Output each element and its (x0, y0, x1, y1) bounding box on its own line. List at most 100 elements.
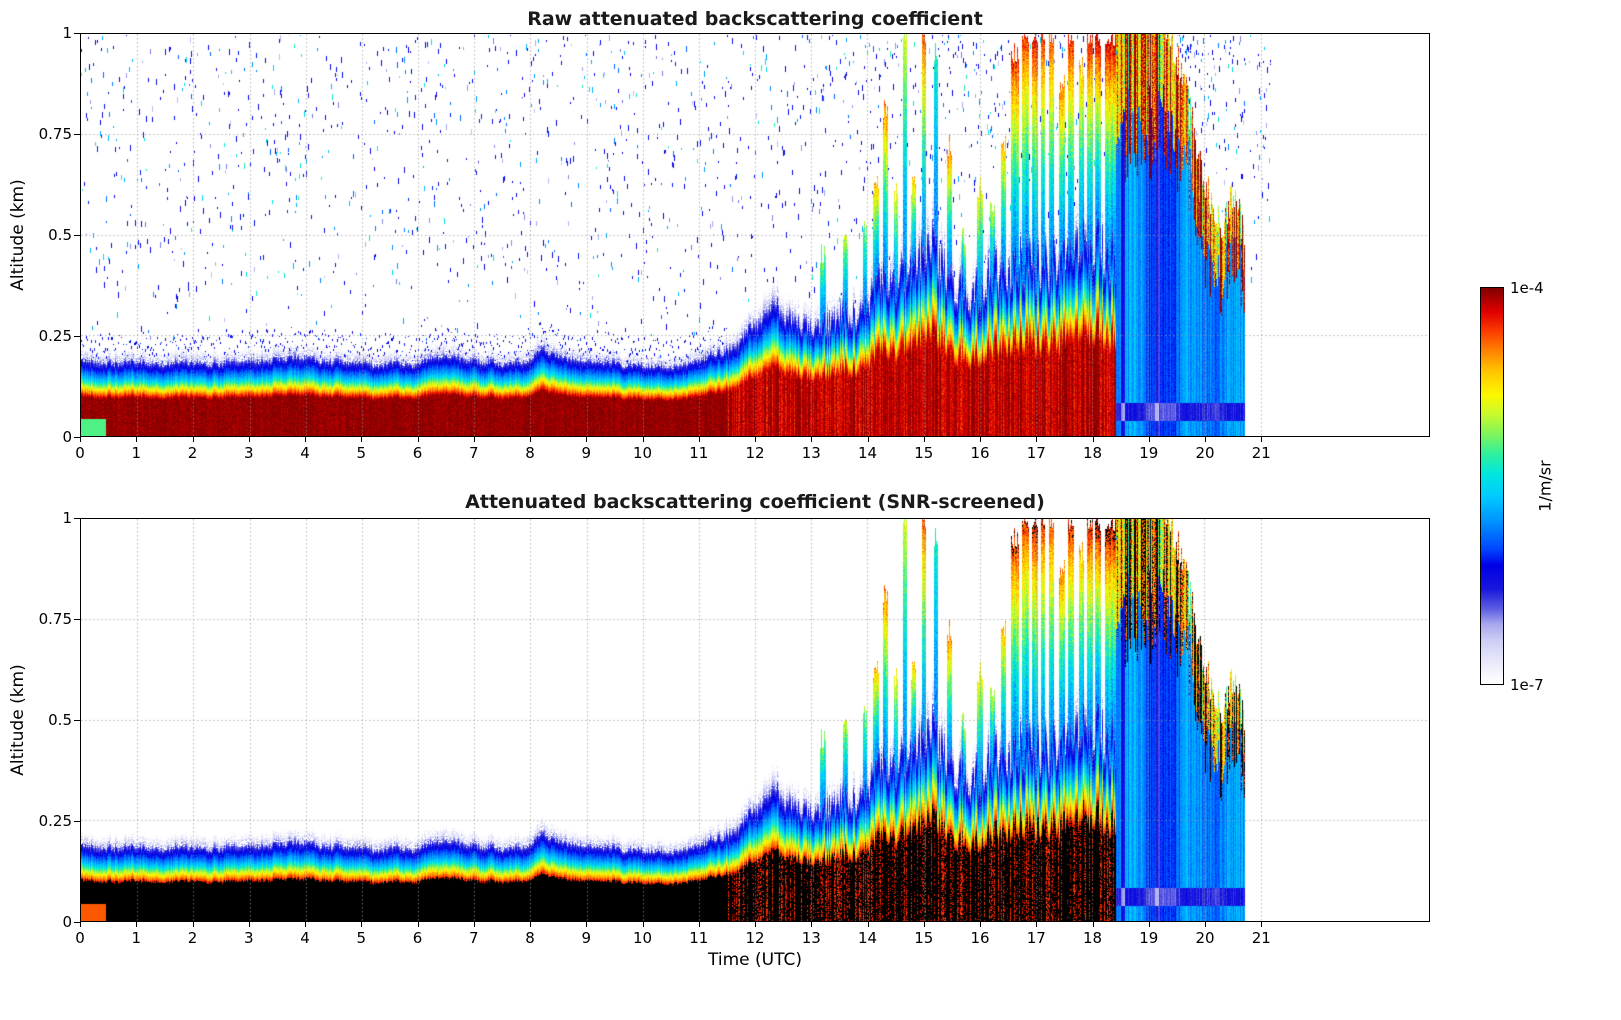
y-axis-label-raw: Altitude (km) (8, 179, 28, 291)
x-tick-label: 5 (356, 444, 367, 462)
x-tick-label: 12 (745, 929, 765, 947)
y-tick-label: 0.25 (38, 327, 72, 345)
y-tick-mark (74, 33, 80, 34)
x-tick-mark (867, 922, 869, 927)
x-tick-mark (755, 437, 756, 442)
y-tick-label: 0.75 (38, 610, 72, 628)
x-tick-mark (1261, 922, 1263, 927)
x-tick-mark (1261, 437, 1263, 442)
x-tick-mark (80, 922, 81, 927)
x-tick-label: 1 (131, 929, 142, 947)
x-tick-mark (698, 437, 700, 442)
x-tick-label: 19 (1139, 444, 1159, 462)
x-tick-mark (361, 437, 363, 442)
x-tick-mark (811, 437, 813, 442)
x-tick-label: 10 (632, 929, 653, 947)
x-tick-label: 11 (689, 929, 709, 947)
x-tick-mark (417, 922, 419, 927)
colorbar (1480, 287, 1504, 685)
x-tick-mark (923, 437, 925, 442)
x-tick-label: 9 (581, 444, 592, 462)
y-tick-label: 0.5 (48, 226, 72, 244)
x-tick-label: 21 (1251, 929, 1271, 947)
x-tick-mark (980, 437, 981, 442)
y-tick-mark (74, 336, 80, 337)
x-tick-label: 17 (1026, 444, 1046, 462)
x-tick-label: 13 (801, 929, 821, 947)
x-tick-label: 8 (525, 444, 535, 462)
x-tick-mark (1148, 922, 1150, 927)
x-tick-mark (361, 922, 363, 927)
y-tick-label: 0.5 (48, 711, 72, 729)
x-tick-mark (1092, 437, 1094, 442)
y-tick-label: 0 (62, 428, 72, 446)
x-tick-mark (642, 922, 644, 927)
x-tick-mark (642, 437, 644, 442)
x-tick-mark (923, 922, 925, 927)
y-tick-mark (74, 821, 80, 822)
y-tick-mark (74, 134, 80, 135)
x-tick-mark (473, 922, 475, 927)
x-tick-label: 8 (525, 929, 535, 947)
x-tick-label: 18 (1082, 444, 1103, 462)
x-tick-mark (248, 922, 250, 927)
x-tick-label: 19 (1139, 929, 1159, 947)
x-tick-label: 16 (970, 929, 990, 947)
x-tick-mark (305, 437, 306, 442)
y-tick-mark (74, 922, 80, 923)
x-tick-label: 4 (300, 929, 310, 947)
x-tick-label: 14 (857, 444, 878, 462)
x-tick-mark (811, 922, 813, 927)
x-tick-mark (980, 922, 981, 927)
x-tick-label: 3 (243, 929, 254, 947)
x-tick-mark (136, 437, 138, 442)
x-tick-mark (305, 922, 306, 927)
x-tick-label: 15 (914, 444, 934, 462)
x-tick-label: 12 (745, 444, 765, 462)
x-tick-label: 4 (300, 444, 310, 462)
y-tick-mark (74, 235, 80, 236)
x-tick-label: 18 (1082, 929, 1103, 947)
x-tick-mark (867, 437, 869, 442)
x-tick-label: 13 (801, 444, 821, 462)
x-tick-label: 2 (187, 929, 198, 947)
y-tick-label: 0.25 (38, 812, 72, 830)
x-tick-mark (473, 437, 475, 442)
y-tick-label: 0.75 (38, 125, 72, 143)
x-tick-mark (80, 437, 81, 442)
x-tick-mark (1036, 437, 1038, 442)
x-tick-label: 6 (412, 444, 423, 462)
x-tick-label: 16 (970, 444, 990, 462)
x-tick-mark (1092, 922, 1094, 927)
x-tick-label: 7 (468, 929, 479, 947)
x-tick-label: 7 (468, 444, 479, 462)
y-tick-label: 0 (62, 913, 72, 931)
x-tick-label: 5 (356, 929, 367, 947)
x-tick-label: 3 (243, 444, 254, 462)
x-tick-mark (1036, 922, 1038, 927)
y-tick-label: 1 (62, 24, 72, 42)
x-tick-label: 9 (581, 929, 592, 947)
plot-area-raw (80, 33, 1430, 437)
x-tick-mark (1205, 922, 1206, 927)
x-axis-label: Time (UTC) (708, 950, 802, 970)
x-tick-label: 15 (914, 929, 934, 947)
y-tick-mark (74, 518, 80, 519)
x-tick-label: 14 (857, 929, 878, 947)
x-tick-mark (586, 922, 588, 927)
x-tick-label: 0 (75, 444, 85, 462)
x-tick-mark (586, 437, 588, 442)
x-tick-label: 2 (187, 444, 198, 462)
colorbar-gradient (1481, 288, 1503, 684)
heatmap-canvas-raw (81, 34, 1429, 436)
x-tick-label: 21 (1251, 444, 1271, 462)
x-tick-mark (192, 922, 194, 927)
x-tick-mark (530, 922, 531, 927)
x-tick-label: 1 (131, 444, 142, 462)
y-axis-label-screened: Altitude (km) (8, 664, 28, 776)
x-tick-mark (1205, 437, 1206, 442)
colorbar-min-label: 1e-7 (1510, 676, 1544, 694)
x-tick-label: 0 (75, 929, 85, 947)
plot-area-screened (80, 518, 1430, 922)
x-tick-mark (755, 922, 756, 927)
